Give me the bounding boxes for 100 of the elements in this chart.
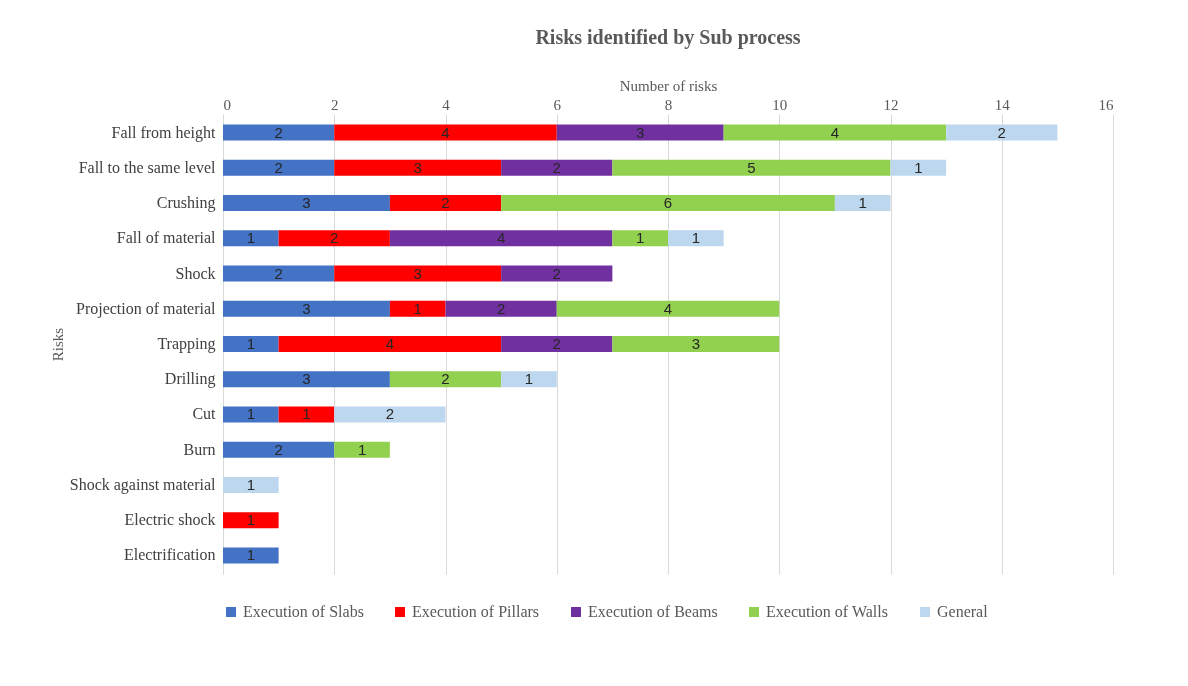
bar [223,265,335,282]
data-label: 1 [413,299,422,317]
x-tick-label: 12 [883,96,899,113]
bar [501,265,613,282]
bar [334,159,502,176]
data-label: 2 [441,194,450,211]
bar [668,230,724,247]
bar [389,300,446,317]
bar [223,406,279,423]
data-label: 1 [858,194,867,211]
data-label: 3 [302,194,311,211]
bar [501,195,835,211]
x-tick-label: 16 [1098,96,1114,113]
y-tick-label: Fall of material [116,229,217,247]
chart-title: Risks identified by Sub process [535,26,801,49]
data-label: 1 [246,335,255,352]
data-label: 4 [385,335,395,352]
data-label: 1 [246,546,255,564]
data-label: 4 [441,123,450,141]
x-tick-label: 14 [994,96,1011,113]
bar [223,512,279,529]
data-label: 1 [246,476,255,493]
y-tick-label: Projection of material [75,299,217,318]
x-tick-label: 6 [553,96,562,113]
data-label: 1 [691,229,700,247]
bar [556,300,780,317]
bar [278,406,335,423]
y-tick-label: Electrification [123,546,216,564]
y-tick-label: Shock against material [69,476,217,494]
data-label: 1 [524,370,534,388]
data-label: 1 [914,158,923,176]
legend-label: Execution of Walls [766,603,888,620]
data-label: 2 [552,158,561,176]
y-tick-label: Crushing [156,194,216,212]
y-tick-label: Shock [175,264,216,282]
data-label: 2 [274,264,283,282]
bar [612,159,891,176]
data-label: 4 [496,229,506,247]
bar [223,477,279,493]
y-tick-label: Electric shock [124,511,216,529]
y-axis-title: Risks [49,327,66,362]
bar [223,159,335,176]
x-tick-label: 10 [772,96,788,113]
bar [334,406,446,423]
data-label: 2 [385,405,395,423]
bar [612,230,668,247]
bar [223,195,390,211]
bar [223,300,390,317]
x-axis-title: Number of risks [619,77,718,94]
bar [389,371,502,388]
data-label: 2 [274,440,283,458]
data-label: 2 [552,264,561,282]
bar [723,124,947,141]
data-label: 3 [302,299,311,317]
data-label: 2 [997,123,1006,141]
data-label: 3 [413,158,422,176]
bar [334,441,390,458]
y-tick-label: Cut [192,405,217,423]
data-label: 2 [274,158,283,176]
data-label: 1 [636,229,645,247]
bar [223,371,390,388]
data-label: 3 [413,264,422,282]
x-tick-label: 4 [442,96,451,113]
data-label: 4 [663,299,673,317]
data-label: 6 [663,194,673,211]
bar [278,230,390,247]
bar [223,230,279,247]
bar [834,195,891,211]
legend-label: Execution of Pillars [412,603,540,620]
data-label: 1 [246,405,255,423]
y-tick-label: Trapping [157,335,216,353]
data-label: 2 [274,123,283,141]
bar [278,336,502,352]
bar [612,336,780,352]
data-label: 2 [441,370,450,388]
y-tick-label: Drilling [164,370,216,389]
y-tick-label: Burn [183,440,216,458]
bar [501,371,557,388]
data-label: 1 [246,511,255,529]
bar [223,336,279,352]
bar [389,195,502,211]
x-tick-label: 0 [223,96,231,113]
bar [890,159,947,176]
bar [389,230,613,247]
bar [501,159,613,176]
data-label: 3 [302,370,311,388]
x-tick-label: 2 [331,96,339,113]
data-label: 1 [246,229,255,247]
data-label: 1 [357,440,367,458]
data-label: 2 [496,299,506,317]
bar [946,124,1058,141]
y-tick-label: Fall from height [111,123,217,142]
bar [223,547,279,564]
data-label: 3 [636,123,645,141]
bar [223,124,335,141]
legend-label: Execution of Beams [588,603,718,620]
bar [445,300,557,317]
legend-label: Execution of Slabs [243,603,364,620]
legend-label: General [937,603,989,620]
data-label: 1 [302,405,311,423]
